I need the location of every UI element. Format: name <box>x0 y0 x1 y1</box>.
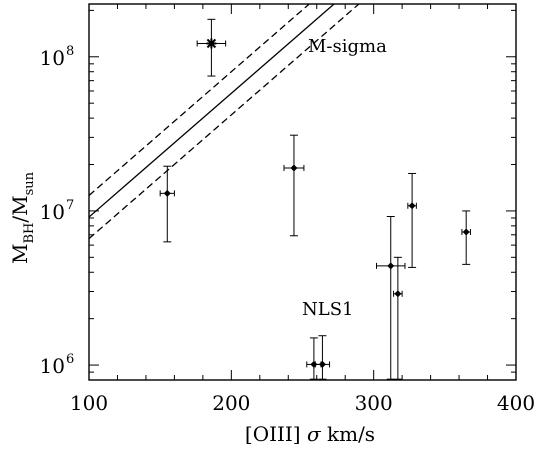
relation-line <box>89 4 336 218</box>
data-point-8-errorbars <box>461 210 471 265</box>
data-point-3-errorbars <box>306 337 322 380</box>
y-axis-label: MBH/Msun <box>8 171 37 264</box>
y-axis-label-sub-bh: BH <box>22 223 37 244</box>
x-axis-label-suffix: km/s <box>321 422 375 446</box>
data-point-7 <box>408 202 416 210</box>
data-point-1 <box>163 189 171 197</box>
group-label: NLS1 <box>302 299 354 320</box>
data-point-6-errorbars <box>393 256 403 380</box>
data-point-5 <box>387 262 395 270</box>
relation-label: M-sigma <box>308 36 387 57</box>
relation-upper-bound-line <box>89 4 311 196</box>
y-tick-label: 10 <box>40 46 65 70</box>
y-tick-label-exponent: 8 <box>66 44 74 59</box>
x-tick-label: 300 <box>355 391 393 415</box>
relation-lower-bound-line <box>89 4 360 240</box>
reference-point-stroke-4 <box>206 38 217 49</box>
y-tick-label-base: 10 <box>40 200 65 224</box>
plot-layer <box>89 4 360 240</box>
data-point-8 <box>462 228 470 236</box>
reference-point <box>206 38 217 49</box>
data-point-6 <box>394 290 402 298</box>
x-tick-label: 400 <box>497 391 535 415</box>
x-axis-label-prefix: [OIII] <box>245 422 307 446</box>
x-tick-label: 100 <box>70 391 108 415</box>
y-tick-label: 10 <box>40 354 65 378</box>
y-axis-label-slash: /M <box>8 195 32 222</box>
data-point-5-errorbars <box>376 216 406 380</box>
x-axis-label: [OIII] σ km/s <box>245 422 375 446</box>
y-tick-label: 10 <box>40 200 65 224</box>
data-point-4 <box>318 360 326 368</box>
y-tick-label-base: 10 <box>40 46 65 70</box>
y-axis-label-sub-sun: sun <box>22 171 37 195</box>
marks-layer <box>159 18 471 380</box>
y-tick-label-base: 10 <box>40 354 65 378</box>
y-tick-label-exponent: 6 <box>66 352 74 367</box>
data-point-2 <box>290 164 298 172</box>
x-axis-label-sigma: σ <box>307 422 322 446</box>
y-tick-label-exponent: 7 <box>66 198 74 213</box>
y-axis-label-m: M <box>8 244 32 264</box>
plot-frame <box>88 3 517 381</box>
data-point-7-errorbars <box>407 172 417 268</box>
data-point-4-errorbars <box>314 335 331 380</box>
x-tick-label: 200 <box>212 391 250 415</box>
data-point-2-errorbars <box>283 134 305 237</box>
data-point-1-errorbars <box>159 165 175 243</box>
relation-lines <box>89 4 360 240</box>
